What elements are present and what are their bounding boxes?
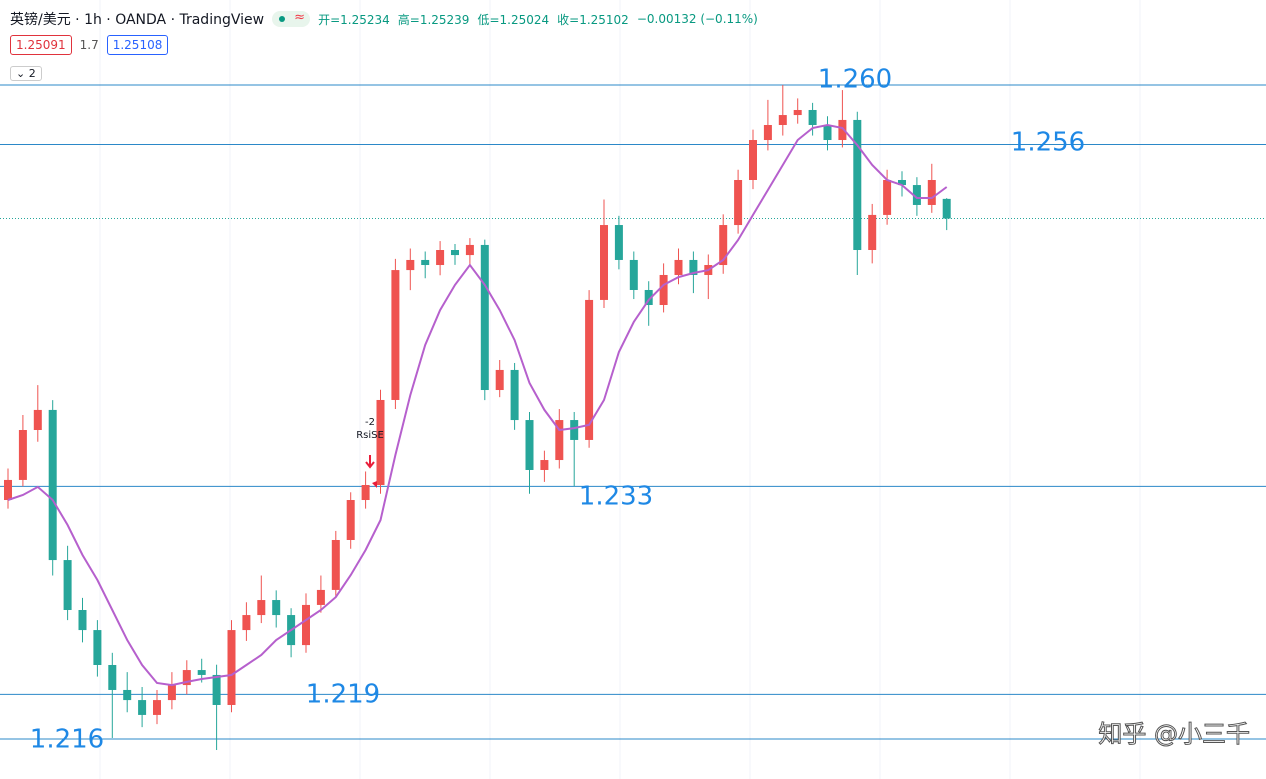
candle-body bbox=[778, 115, 787, 126]
candle-body bbox=[63, 560, 72, 611]
symbol: 英镑/美元 · 1h · OANDA · TradingView bbox=[10, 12, 265, 28]
candle-body bbox=[629, 259, 638, 290]
candle-body bbox=[167, 685, 176, 701]
candle-body bbox=[808, 109, 817, 126]
candle-body bbox=[480, 244, 489, 391]
candle-body bbox=[644, 289, 653, 306]
candle-body bbox=[93, 630, 102, 665]
candle-body bbox=[302, 604, 310, 646]
ohlc-value: 低=1.25024 bbox=[477, 12, 550, 27]
candle-body bbox=[18, 430, 27, 480]
signal-text: RsiSE bbox=[356, 430, 384, 441]
candle-body bbox=[555, 420, 564, 461]
candle-body bbox=[570, 420, 579, 440]
quote-row: 1.25091 1.7 1.25108 bbox=[10, 35, 169, 55]
candle-body bbox=[793, 109, 802, 116]
candle-body bbox=[346, 500, 355, 540]
candle-body bbox=[272, 600, 281, 616]
candle-body bbox=[689, 259, 698, 275]
candle-body bbox=[585, 299, 594, 440]
level-label: 1.260 bbox=[818, 65, 892, 95]
spread: 1.7 bbox=[79, 38, 99, 52]
signal-marker bbox=[372, 481, 377, 488]
candle-body bbox=[108, 664, 117, 690]
candle-body bbox=[927, 179, 936, 205]
candle-body bbox=[197, 670, 206, 675]
candle-body bbox=[912, 185, 921, 205]
candle-body bbox=[942, 198, 951, 219]
candle-body bbox=[242, 615, 251, 631]
level-label: 1.233 bbox=[579, 482, 653, 512]
candle-body bbox=[4, 479, 12, 501]
collapse-count: 2 bbox=[28, 67, 36, 80]
candle-body bbox=[78, 610, 87, 631]
candle-body bbox=[674, 259, 683, 275]
ohlc-change: −0.00132 (−0.11%) bbox=[636, 12, 758, 26]
candle-body bbox=[465, 244, 474, 256]
candle-body bbox=[331, 539, 340, 590]
candle-body bbox=[123, 689, 132, 701]
ohlc-value: 开=1.25234 bbox=[318, 12, 390, 27]
candle-body bbox=[257, 600, 266, 616]
candle-body bbox=[600, 225, 608, 300]
collapse-button[interactable]: ⌄ 2 bbox=[10, 66, 42, 81]
candle-body bbox=[227, 630, 236, 705]
candle-body bbox=[406, 259, 415, 271]
candle-body bbox=[182, 670, 191, 686]
ohlc-value: 收=1.25102 bbox=[557, 12, 629, 27]
bid-button[interactable]: 1.25091 bbox=[10, 35, 72, 55]
candle-body bbox=[823, 125, 832, 141]
candle-body bbox=[421, 259, 430, 266]
candle-body bbox=[361, 484, 370, 501]
candle-body bbox=[525, 420, 534, 470]
candle-body bbox=[212, 674, 221, 705]
candle-body bbox=[749, 140, 757, 180]
candle-body bbox=[138, 700, 147, 715]
candle-body bbox=[376, 399, 385, 485]
signal-text: -2 bbox=[365, 417, 375, 428]
level-label: 1.256 bbox=[1011, 128, 1085, 158]
candle-body bbox=[883, 179, 892, 215]
candle-body bbox=[614, 225, 623, 260]
candle-body bbox=[540, 460, 549, 470]
candle-body bbox=[853, 119, 862, 251]
status-icon[interactable] bbox=[272, 10, 311, 27]
signal-arrow bbox=[365, 455, 375, 469]
candle-body bbox=[763, 125, 772, 141]
signal: -2 RsiSE bbox=[356, 417, 384, 488]
candle-body bbox=[436, 250, 445, 266]
header: 英镑/美元 · 1h · OANDA · TradingView 开=1.252… bbox=[10, 9, 758, 29]
candle-body bbox=[868, 214, 877, 251]
candle-body bbox=[734, 179, 743, 226]
candle-body bbox=[153, 700, 161, 715]
level-label: 1.216 bbox=[30, 725, 104, 755]
candle-body bbox=[659, 274, 668, 306]
watermark: 知乎 @小三千 bbox=[1098, 720, 1250, 748]
candle-body bbox=[510, 369, 519, 421]
candle-body bbox=[48, 409, 57, 561]
ask-button[interactable]: 1.25108 bbox=[106, 35, 169, 55]
candle-body bbox=[391, 270, 400, 400]
ohlc-value: 高=1.25239 bbox=[397, 12, 470, 27]
candle-body bbox=[33, 409, 42, 431]
candle-body bbox=[316, 589, 325, 605]
level-label: 1.219 bbox=[306, 680, 380, 710]
candle-body bbox=[451, 250, 459, 256]
moving-average bbox=[7, 123, 948, 687]
candle-body bbox=[838, 119, 847, 141]
candle-body bbox=[719, 225, 728, 266]
candle-body bbox=[898, 179, 906, 186]
candle-body bbox=[495, 369, 504, 391]
